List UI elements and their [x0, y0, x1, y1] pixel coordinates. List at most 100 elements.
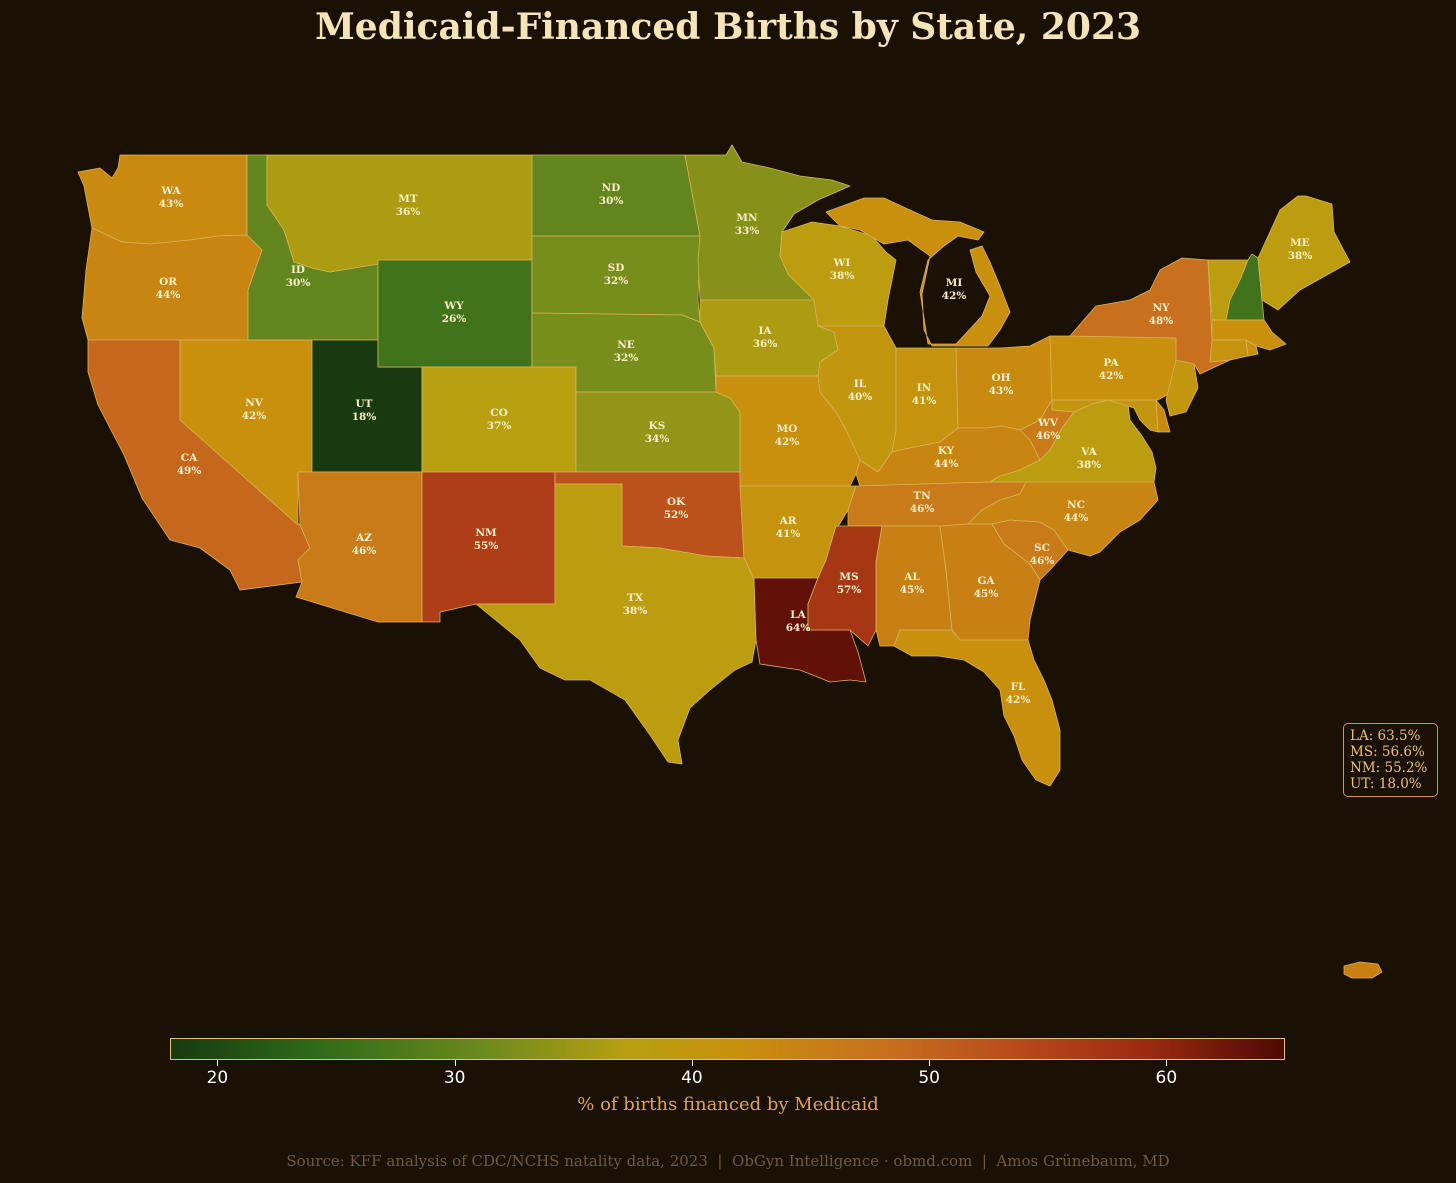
- label-ar-value: 41%: [776, 528, 801, 540]
- label-ks-code: KS: [649, 420, 666, 432]
- extremes-callout: LA: 63.5% MS: 56.6% NM: 55.2% UT: 18.0%: [1343, 723, 1438, 797]
- state-nj: [1165, 359, 1199, 417]
- label-wa-value: 43%: [159, 198, 184, 210]
- label-ok: OK 52%: [664, 496, 689, 521]
- label-pa: PA 42%: [1099, 357, 1124, 382]
- state-mi: [825, 197, 1011, 347]
- label-il: IL 40%: [848, 378, 873, 403]
- label-sd-code: SD: [608, 262, 625, 274]
- label-mt-value: 36%: [396, 206, 421, 218]
- label-wi-value: 38%: [830, 270, 855, 282]
- label-ga: GA 45%: [974, 575, 999, 600]
- colorbar-tick-label: 30: [443, 1068, 466, 1088]
- label-id-code: ID: [291, 264, 305, 276]
- label-ut-value: 18%: [352, 411, 377, 423]
- label-fl: FL 42%: [1006, 681, 1031, 706]
- label-mo: MO 42%: [775, 423, 800, 448]
- label-co-value: 37%: [487, 420, 512, 432]
- label-tn: TN 46%: [910, 490, 935, 515]
- label-ms: MS 57%: [837, 571, 862, 596]
- label-ny-code: NY: [1152, 302, 1170, 314]
- label-wi-code: WI: [833, 257, 851, 269]
- label-pa-code: PA: [1103, 357, 1119, 369]
- label-va-code: VA: [1080, 446, 1097, 458]
- colorbar-tick: [1166, 1060, 1168, 1066]
- label-ne: NE 32%: [614, 339, 639, 364]
- label-tx-code: TX: [627, 592, 644, 604]
- label-wv-value: 46%: [1036, 430, 1061, 442]
- label-ca: CA 49%: [177, 452, 202, 477]
- label-oh-value: 43%: [989, 385, 1014, 397]
- label-sd: SD 32%: [604, 262, 629, 287]
- label-sd-value: 32%: [604, 275, 629, 287]
- colorbar-tick-label: 20: [206, 1068, 229, 1088]
- label-tx-value: 38%: [623, 605, 648, 617]
- callout-line: NM: 55.2%: [1350, 760, 1428, 776]
- colorbar-tick-label: 40: [681, 1068, 703, 1088]
- label-nd-value: 30%: [599, 195, 624, 207]
- label-oh-code: OH: [991, 372, 1010, 384]
- label-va: VA 38%: [1077, 446, 1102, 471]
- label-ne-value: 32%: [614, 352, 639, 364]
- state-ny: [1069, 257, 1231, 375]
- label-or-value: 44%: [156, 289, 181, 301]
- callout-line: UT: 18.0%: [1350, 776, 1422, 792]
- label-mt: MT 36%: [396, 193, 421, 218]
- label-id-value: 30%: [286, 277, 311, 289]
- label-ky-code: KY: [938, 445, 955, 457]
- label-mi: MI 42%: [942, 277, 967, 302]
- label-or: OR 44%: [156, 276, 181, 301]
- label-va-value: 38%: [1077, 459, 1102, 471]
- label-ky-value: 44%: [934, 458, 959, 470]
- label-mi-code: MI: [946, 277, 963, 289]
- label-il-value: 40%: [848, 391, 873, 403]
- colorbar: [170, 1038, 1285, 1060]
- label-ar-code: AR: [779, 515, 797, 527]
- label-ky: KY 44%: [934, 445, 959, 470]
- label-mn-code: MN: [736, 212, 758, 224]
- label-mo-code: MO: [777, 423, 798, 435]
- state-ct: [1209, 339, 1249, 363]
- label-ca-value: 49%: [177, 465, 202, 477]
- label-la: LA 64%: [786, 609, 811, 634]
- colorbar-label: % of births financed by Medicaid: [577, 1094, 879, 1115]
- label-in-code: IN: [917, 382, 932, 394]
- label-co-code: CO: [490, 407, 508, 419]
- label-tx: TX 38%: [623, 592, 648, 617]
- label-az-code: AZ: [355, 532, 372, 544]
- label-ga-value: 45%: [974, 588, 999, 600]
- callout-line: LA: 63.5%: [1350, 728, 1421, 744]
- label-mi-value: 42%: [942, 290, 967, 302]
- state-me: [1257, 195, 1351, 311]
- label-nm-value: 55%: [474, 540, 499, 552]
- label-co: CO 37%: [487, 407, 512, 432]
- label-ks-value: 34%: [645, 433, 670, 445]
- label-nm: NM 55%: [474, 527, 499, 552]
- label-ny: NY 48%: [1149, 302, 1174, 327]
- label-nv-code: NV: [245, 397, 264, 409]
- label-ne-code: NE: [617, 339, 635, 351]
- label-ms-code: MS: [839, 571, 858, 583]
- label-la-value: 64%: [786, 622, 811, 634]
- state-ks: [575, 391, 741, 473]
- label-mn-value: 33%: [735, 225, 760, 237]
- label-ar: AR 41%: [776, 515, 801, 540]
- label-oh: OH 43%: [989, 372, 1014, 397]
- label-ia-value: 36%: [753, 338, 778, 350]
- label-me-value: 38%: [1288, 250, 1313, 262]
- label-tn-code: TN: [913, 490, 931, 502]
- label-nc-value: 44%: [1064, 512, 1089, 524]
- label-fl-value: 42%: [1006, 694, 1031, 706]
- label-ny-value: 48%: [1149, 315, 1174, 327]
- label-mt-code: MT: [398, 193, 418, 205]
- state-mn: [684, 144, 851, 301]
- label-ms-value: 57%: [837, 584, 862, 596]
- label-ia: IA 36%: [753, 325, 778, 350]
- label-ut-code: UT: [356, 398, 373, 410]
- label-pa-value: 42%: [1099, 370, 1124, 382]
- label-al-value: 45%: [900, 584, 925, 596]
- label-ut: UT 18%: [352, 398, 377, 423]
- label-al-code: AL: [903, 571, 920, 583]
- label-me-code: ME: [1290, 237, 1310, 249]
- label-in-value: 41%: [912, 395, 937, 407]
